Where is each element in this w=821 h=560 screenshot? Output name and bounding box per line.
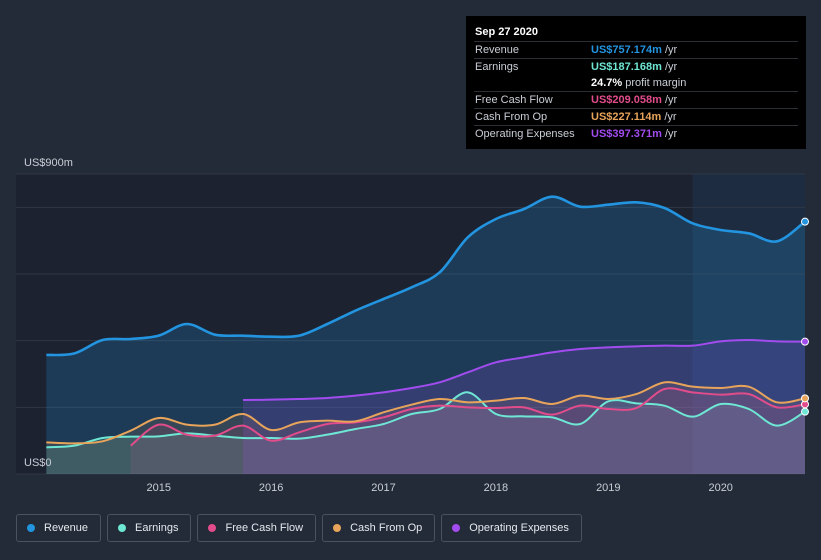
- legend-dot-icon: [118, 524, 127, 532]
- legend-dot-icon: [27, 524, 35, 532]
- tooltip-row-value: 24.7%: [591, 76, 623, 89]
- tooltip-row-name: Earnings: [475, 60, 519, 73]
- x-tick-label: 2016: [259, 482, 283, 494]
- legend-item-earnings[interactable]: Earnings: [107, 514, 192, 542]
- revenue-area: [46, 196, 806, 474]
- legend-dot-icon: [333, 524, 342, 532]
- series-lines: [46, 195, 806, 449]
- x-tick-label: 2017: [371, 482, 395, 494]
- y-axis-top-label: US$900m: [24, 157, 73, 169]
- plot-background: [16, 174, 805, 474]
- earnings-line: [46, 391, 806, 449]
- tooltip-row-name: Cash From Op: [475, 111, 548, 124]
- earnings-area: [46, 392, 806, 474]
- tooltip-row-value: US$397.371m: [591, 127, 662, 140]
- legend-item-operating-expenses[interactable]: Operating Expenses: [441, 514, 582, 542]
- series-endpoints: [801, 217, 809, 416]
- x-tick-label: 2015: [146, 482, 170, 494]
- cash-from-op-area: [46, 382, 806, 474]
- legend-label: Operating Expenses: [469, 522, 569, 534]
- free-cash-flow-area: [130, 388, 806, 474]
- legend-label: Revenue: [44, 522, 89, 534]
- x-tick-label: 2019: [596, 482, 620, 494]
- legend-item-free-cash-flow[interactable]: Free Cash Flow: [197, 514, 317, 542]
- legend-dot-icon: [452, 524, 461, 532]
- tooltip-row-unit: /yr: [664, 44, 678, 56]
- earnings-endpoint: [801, 407, 809, 416]
- x-tick-label: 2020: [708, 482, 732, 494]
- tooltip-date: Sep 27 2020: [475, 26, 538, 38]
- legend-label: Cash From Op: [350, 522, 423, 534]
- legend-dot-icon: [208, 524, 217, 532]
- tooltip-row: Cash From Op US$227.114m/yr: [474, 108, 798, 125]
- gridlines: [16, 173, 805, 475]
- tooltip-row: Earnings US$187.168m/yr: [474, 57, 798, 75]
- legend-item-cash-from-op[interactable]: Cash From Op: [322, 514, 436, 542]
- operating-expenses-endpoint: [801, 337, 809, 346]
- tooltip-row-name: Free Cash Flow: [475, 94, 553, 107]
- legend-item-revenue[interactable]: Revenue: [16, 514, 102, 542]
- operating-expenses-line: [243, 339, 806, 401]
- revenue-endpoint: [801, 217, 809, 226]
- x-tick-label: 2018: [484, 482, 508, 494]
- tooltip-row-unit: /yr: [664, 111, 677, 124]
- free-cash-flow-line: [130, 387, 806, 447]
- tooltip-row: Operating Expenses US$397.371m/yr: [474, 124, 798, 142]
- legend-label: Free Cash Flow: [225, 522, 304, 534]
- tooltip-row: Free Cash Flow US$209.058m/yr: [474, 91, 798, 108]
- legend: Revenue Earnings Free Cash Flow Cash From O…: [16, 514, 582, 542]
- tooltip-row-unit: /yr: [664, 60, 678, 73]
- revenue-line: [46, 195, 806, 357]
- tooltip-row-value: US$227.114m: [591, 111, 662, 124]
- tooltip-row-name: Revenue: [475, 44, 520, 56]
- x-axis-ticks: 2015 2016 2017 2018 2019 2020: [146, 482, 732, 494]
- tooltip-row-unit: /yr: [664, 94, 678, 107]
- cash-from-op-line: [46, 381, 806, 445]
- tooltip-row-name: [474, 75, 591, 92]
- legend-label: Earnings: [135, 522, 179, 534]
- tooltip-row-value: US$209.058m: [591, 94, 662, 107]
- tooltip-row-value: US$187.168m: [591, 60, 662, 73]
- tooltip-row-unit: profit margin: [625, 76, 687, 89]
- tooltip-row: 24.7% profit margin: [474, 75, 798, 92]
- tooltip-row-unit: /yr: [664, 127, 678, 140]
- y-axis-bottom-label: US$0: [24, 457, 52, 469]
- tooltip: Sep 27 2020 Revenue US$757.174m/yr Earning…: [466, 16, 806, 149]
- tooltip-row: Revenue US$757.174m/yr: [474, 41, 798, 58]
- tooltip-row-value: US$757.174m: [591, 44, 662, 56]
- tooltip-row-name: Operating Expenses: [475, 127, 575, 140]
- cash-from-op-endpoint: [801, 394, 809, 403]
- tooltip-rows: Revenue US$757.174m/yr Earnings US$187.168m…: [474, 41, 798, 142]
